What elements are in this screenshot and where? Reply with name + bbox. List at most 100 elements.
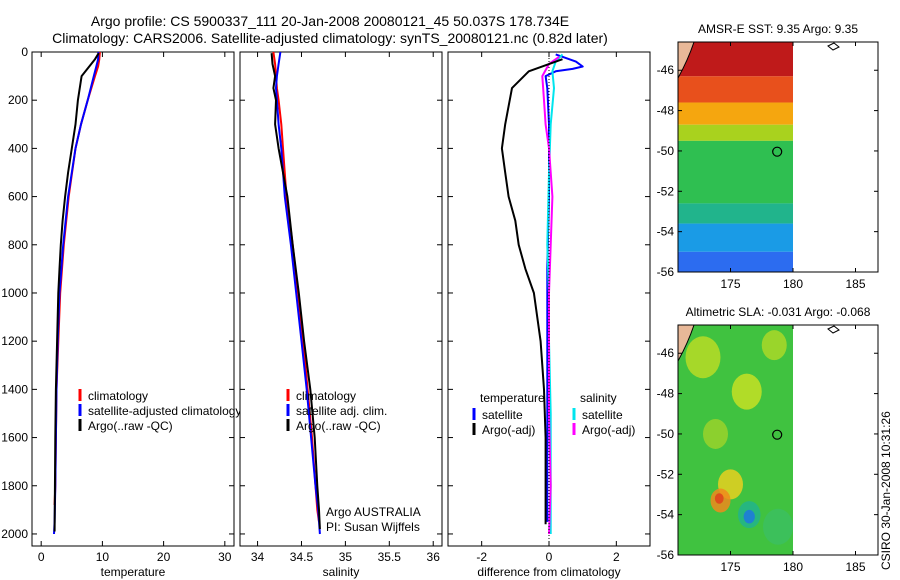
salinity-axes-box: [239, 51, 443, 547]
sst_map-ytick-label: -52: [657, 184, 675, 198]
salinity-legend-label: climatology: [296, 389, 356, 403]
depth-tick-label: 600: [8, 190, 28, 204]
sst_map-title: AMSR-E SST: 9.35 Argo: 9.35: [698, 22, 858, 36]
salinity-xtick-label: 35.5: [378, 550, 402, 564]
depth-tick-label: 1400: [1, 382, 28, 396]
sla_map-ytick-label: -48: [657, 387, 675, 401]
panel-sst_map: 175 180 185 -46 -48 -50 -52 -54 -56 AMSR-E SST: 9…: [657, 22, 879, 291]
temperature-xtick-label: 10: [96, 550, 110, 564]
salinity-legend-label: satellite adj. clim.: [296, 404, 387, 418]
sla_map-xtick-label: 180: [783, 560, 803, 574]
figure-title-line1: Argo profile: CS 5900337_111 20-Jan-2008…: [90, 13, 570, 29]
salinity-xtick-label: 35: [339, 550, 353, 564]
sla_map-anomaly: [714, 493, 724, 504]
sla_map-anomaly: [703, 418, 728, 449]
difference-legend-header: temperature: [480, 391, 545, 405]
sla_map-ytick-label: -56: [657, 548, 675, 562]
difference-series-salinity-argo-adj-: [541, 55, 560, 535]
difference-xtick-label: -2: [476, 550, 487, 564]
sst_map-island: [827, 42, 840, 51]
sst_map-band: [678, 203, 793, 224]
sla_map-axes-box: [677, 324, 879, 556]
sla_map-ytick-label: -50: [657, 427, 675, 441]
sst_map-band: [678, 251, 793, 272]
sla_map-anomaly: [763, 508, 793, 545]
sst_map-field: [678, 42, 793, 272]
temperature-series-argo-raw-qc-: [53, 52, 100, 532]
sla_map-anomaly: [743, 509, 755, 524]
depth-tick-label: 800: [8, 238, 28, 252]
temperature-legend-label: climatology: [88, 389, 148, 403]
difference-legend-header: salinity: [580, 391, 617, 405]
temperature-xtick-label: 20: [157, 550, 171, 564]
sst_map-xtick-label: 175: [720, 277, 740, 291]
depth-tick-label: 1200: [1, 334, 28, 348]
temperature-legend-label: satellite-adjusted climatology: [88, 404, 241, 418]
temperature-axes-box: [31, 51, 235, 547]
difference-xtick-label: 2: [613, 550, 620, 564]
temperature-legend-label: Argo(..raw -QC): [88, 419, 173, 433]
sst_map-band: [678, 223, 793, 252]
sst_map-xtick-label: 185: [845, 277, 865, 291]
sst_map-ytick-label: -54: [657, 225, 675, 239]
sst_map-axes-box: [677, 41, 879, 273]
difference-series-temperature-satellite: [544, 53, 584, 522]
difference-legend-label: satellite: [482, 408, 523, 422]
salinity-xtick-label: 36: [427, 550, 441, 564]
timestamp-stamp: CSIRO 30-Jan-2008 10:31:26: [879, 411, 893, 570]
difference-series-temperature-argo-adj-: [500, 58, 563, 525]
sst_map-band: [678, 102, 793, 125]
depth-tick-label: 1600: [1, 431, 28, 445]
sst_map-ytick-label: -56: [657, 265, 675, 279]
sst_map-ytick-label: -46: [657, 63, 675, 77]
sla_map-xtick-label: 175: [720, 560, 740, 574]
sla_map-anomaly: [731, 373, 762, 410]
annotation-argo-country: Argo AUSTRALIA: [326, 505, 421, 519]
difference-legend-label: satellite: [582, 408, 623, 422]
panel-salinity: 34 34.5 35 35.5 36 salinity climatologysatelli…: [239, 51, 443, 579]
salinity-series-satellite-adj-clim-: [275, 51, 321, 535]
sla_map-anomaly: [685, 336, 721, 379]
salinity-legend-label: Argo(..raw -QC): [296, 419, 381, 433]
difference-legend-label: Argo(-adj): [482, 423, 535, 437]
sla_map-argo-marker: [772, 429, 783, 440]
sst_map-xtick-label: 180: [783, 277, 803, 291]
salinity-xlabel: salinity: [323, 565, 360, 579]
sla_map-anomaly: [761, 330, 787, 361]
temperature-xtick-label: 0: [38, 550, 45, 564]
salinity-xtick-label: 34.5: [290, 550, 314, 564]
sla_map-ytick-label: -46: [657, 346, 675, 360]
sst_map-ytick-label: -50: [657, 144, 675, 158]
difference-xlabel: difference from climatology: [477, 565, 620, 579]
annotation-pi: PI: Susan Wijffels: [326, 520, 420, 534]
depth-tick-label: 1000: [1, 286, 28, 300]
sla_map-field: [678, 325, 793, 555]
temperature-xtick-label: 30: [218, 550, 232, 564]
sla_map-title: Altimetric SLA: -0.031 Argo: -0.068: [686, 305, 871, 319]
salinity-xtick-label: 34: [251, 550, 265, 564]
sla_map-ytick-label: -54: [657, 508, 675, 522]
difference-xtick-label: 0: [546, 550, 553, 564]
depth-tick-label: 0: [21, 45, 28, 59]
sst_map-band: [678, 42, 793, 77]
sst_map-ytick-label: -48: [657, 104, 675, 118]
depth-tick-label: 200: [8, 93, 28, 107]
panel-sla_map: 175 180 185 -46 -48 -50 -52 -54 -56 Altimetric SL…: [657, 305, 879, 574]
difference-legend-label: Argo(-adj): [582, 423, 635, 437]
sst_map-band: [678, 124, 793, 141]
sla_map-island: [827, 325, 840, 334]
temperature-xlabel: temperature: [101, 565, 166, 579]
sla_map-xtick-label: 185: [845, 560, 865, 574]
depth-tick-label: 2000: [1, 527, 28, 541]
depth-tick-label: 1800: [1, 479, 28, 493]
sla_map-ytick-label: -52: [657, 467, 675, 481]
salinity-series-argo-raw-qc-: [270, 53, 321, 530]
sst_map-band: [678, 76, 793, 103]
sst_map-argo-marker: [772, 146, 783, 157]
depth-tick-label: 400: [8, 141, 28, 155]
figure-title-line2: Climatology: CARS2006. Satellite-adjuste…: [52, 30, 608, 46]
panel-temperature: 0 10 20 30 0 200 400 600 800 1000 1200 1400 1600 1800…: [1, 45, 241, 579]
sst_map-band: [678, 140, 793, 204]
